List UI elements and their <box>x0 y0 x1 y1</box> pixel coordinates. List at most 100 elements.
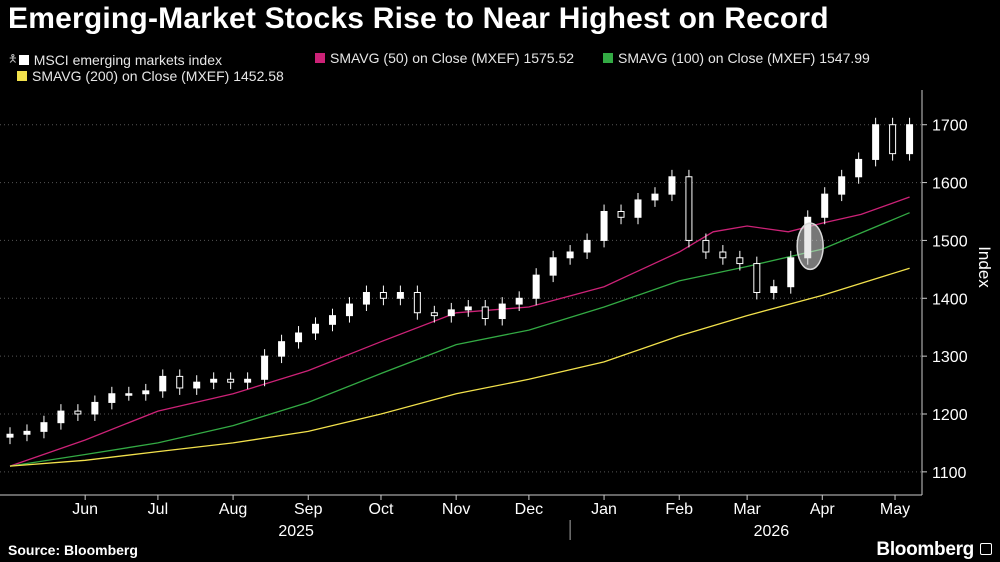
brand-mark-icon <box>980 543 992 555</box>
candle-body <box>125 393 133 396</box>
sma50-line <box>9 196 910 467</box>
x-tick-label: Apr <box>810 501 836 518</box>
candle-body <box>40 422 48 432</box>
candle-body <box>821 193 829 218</box>
candles <box>6 117 914 445</box>
x-tick-label: Feb <box>665 501 693 518</box>
axes: 1100 1200 1300 1400 1500 1600 1700 Index Jun Jul A… <box>0 90 994 540</box>
x-tick-label: Jul <box>148 501 168 518</box>
legend-label-sma200: SMAVG (200) on Close (MXEF) 1452.58 <box>32 68 284 84</box>
legend-swatch-sma50 <box>315 53 325 63</box>
candle-body <box>261 355 269 380</box>
candle-body <box>244 378 252 383</box>
candle-body <box>532 274 540 299</box>
candle-body <box>651 193 659 201</box>
x-tick-label: Jun <box>72 501 98 518</box>
candle-body <box>74 410 82 415</box>
x-year-label: 2025 <box>278 523 314 540</box>
candle-body <box>23 430 31 435</box>
candle-body <box>753 263 761 294</box>
candle-body <box>600 211 608 241</box>
candle-body <box>430 312 438 317</box>
legend-swatch-msci <box>18 54 29 65</box>
legend-marker-icon: 🯅 <box>8 53 18 65</box>
legend-sma50: SMAVG (50) on Close (MXEF) 1575.52 <box>315 50 574 66</box>
candle-body <box>787 257 795 288</box>
candle-body <box>447 309 455 317</box>
candle-body <box>889 124 897 155</box>
legend-sma200: SMAVG (200) on Close (MXEF) 1452.58 <box>17 68 284 84</box>
y-tick-label: 1700 <box>932 118 968 135</box>
candle-body <box>464 306 472 311</box>
candle-body <box>362 292 370 305</box>
brand-logo-text: Bloomberg <box>876 539 974 560</box>
candle-body <box>413 292 421 314</box>
candle-body <box>498 303 506 320</box>
candle-body <box>193 381 201 389</box>
candle-body <box>91 401 99 415</box>
x-tick-label: Aug <box>219 501 247 518</box>
x-tick-label: Sep <box>294 501 323 518</box>
legend-label-sma100: SMAVG (100) on Close (MXEF) 1547.99 <box>618 50 870 66</box>
legend-label-sma50: SMAVG (50) on Close (MXEF) 1575.52 <box>330 50 575 66</box>
candle-body <box>227 378 235 383</box>
legend-msci: 🯅 MSCI emerging markets index <box>8 50 222 69</box>
candle-body <box>481 306 489 320</box>
sma200-line <box>9 267 910 467</box>
y-tick-label: 1300 <box>932 349 968 366</box>
x-year-label: 2026 <box>754 523 790 540</box>
candle-body <box>159 375 167 392</box>
candle-body <box>617 211 625 218</box>
candle-body <box>328 315 336 325</box>
candle-body <box>515 297 523 305</box>
sma100-line <box>9 212 910 467</box>
x-tick-label: Mar <box>733 501 761 518</box>
candle-body <box>108 393 116 403</box>
candle-body <box>719 251 727 259</box>
y-tick-label: 1600 <box>932 176 968 193</box>
candle-body <box>634 199 642 218</box>
candle-body <box>685 176 693 241</box>
x-tick-label: Dec <box>515 501 543 518</box>
candle-body <box>142 390 150 395</box>
chart-title: Emerging-Market Stocks Rise to Near High… <box>8 2 829 35</box>
legend-swatch-sma100 <box>603 53 613 63</box>
legend-swatch-sma200 <box>17 71 27 81</box>
candle-body <box>702 239 710 253</box>
candle-body <box>210 378 218 383</box>
candle-body <box>872 124 880 160</box>
candle-body <box>278 341 286 357</box>
y-tick-label: 1100 <box>932 465 967 482</box>
series-lines <box>9 196 910 467</box>
y-axis-label: Index <box>975 246 994 288</box>
x-tick-label: Nov <box>442 501 470 518</box>
candle-body <box>295 332 303 343</box>
y-tick-label: 1200 <box>932 407 968 424</box>
source-note: Source: Bloomberg <box>8 542 138 558</box>
candle-body <box>379 292 387 299</box>
candle-body <box>176 375 184 389</box>
candle-body <box>57 410 65 424</box>
candle-body <box>770 286 778 294</box>
highlight-ellipse <box>796 222 824 271</box>
y-tick-label: 1500 <box>932 233 968 250</box>
candle-body <box>6 433 14 438</box>
candle-body <box>838 176 846 195</box>
y-tick-label: 1400 <box>932 291 968 308</box>
candle-body <box>906 124 914 155</box>
candle-body <box>396 292 404 299</box>
candle-body <box>566 251 574 259</box>
x-tick-label: Oct <box>369 501 394 518</box>
candle-body <box>345 303 353 317</box>
candle-body <box>855 158 863 178</box>
legend-sma100: SMAVG (100) on Close (MXEF) 1547.99 <box>603 50 870 66</box>
x-tick-label: May <box>880 501 910 518</box>
candle-body <box>549 257 557 276</box>
candle-body <box>668 176 676 195</box>
candle-body <box>583 239 591 253</box>
x-tick-label: Jan <box>591 501 617 518</box>
candle-body <box>736 257 744 265</box>
grid-lines <box>0 124 922 473</box>
candle-body <box>312 323 320 334</box>
